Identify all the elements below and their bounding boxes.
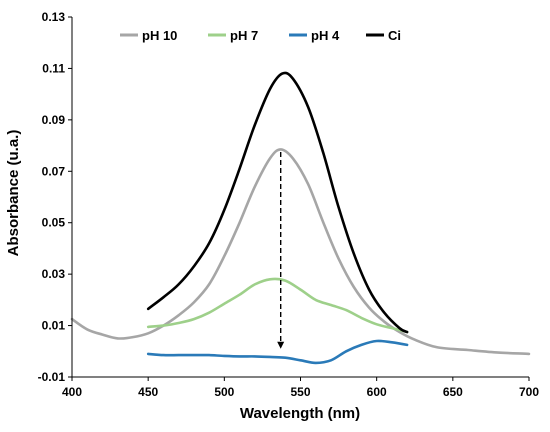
legend-label-ph-10: pH 10 <box>142 28 177 43</box>
x-tick-label: 700 <box>519 385 539 399</box>
y-tick-label: 0.13 <box>42 10 66 24</box>
series-line-ph-7 <box>146 277 409 334</box>
legend-label-ph-7: pH 7 <box>230 28 258 43</box>
x-tick-label: 550 <box>290 385 310 399</box>
axes: 400 450 500 550 600 650 700 -0.01 0.01 0.03 0.05 0.… <box>38 10 540 399</box>
series-line-ph-10 <box>70 148 531 356</box>
y-tick-label: 0.03 <box>42 267 66 281</box>
y-axis-label: Absorbance (u.a.) <box>5 130 22 257</box>
legend-label-ph-4: pH 4 <box>311 28 340 43</box>
y-tick-label: 0.09 <box>42 113 66 127</box>
x-tick-label: 650 <box>443 385 463 399</box>
y-tick-label: 0.01 <box>42 319 66 333</box>
x-tick-label: 500 <box>214 385 234 399</box>
y-tick-label: 0.07 <box>42 164 66 178</box>
x-tick-label: 600 <box>367 385 387 399</box>
arrow-head <box>277 341 285 349</box>
legend: pH 10 pH 7 pH 4 Ci <box>120 28 401 43</box>
series-lines <box>70 71 531 365</box>
series-line-ci <box>146 71 409 334</box>
x-tick-label: 400 <box>62 385 82 399</box>
y-tick-label: 0.11 <box>42 61 65 75</box>
y-tick-label: -0.01 <box>38 370 66 384</box>
annotation-layer <box>277 152 285 349</box>
x-tick-label: 450 <box>138 385 158 399</box>
y-tick-label: 0.05 <box>42 216 66 230</box>
x-axis-label: Wavelength (nm) <box>240 405 360 422</box>
legend-label-ci: Ci <box>388 28 401 43</box>
series-line-ph-4 <box>146 339 409 365</box>
